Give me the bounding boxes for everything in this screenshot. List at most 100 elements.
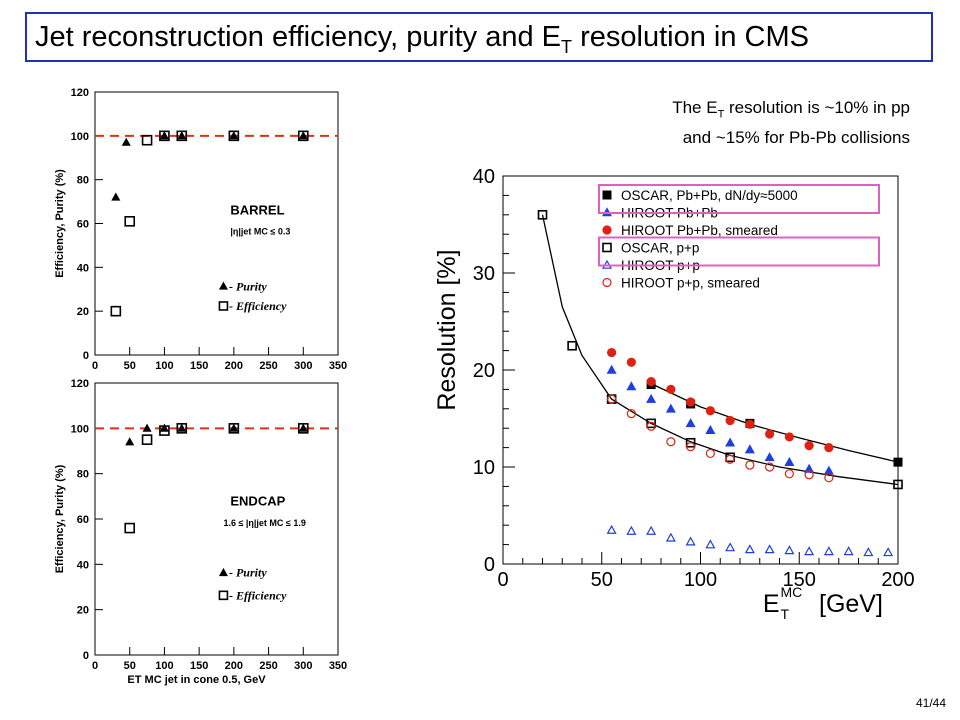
region-cut-label: |η|jet MC ≤ 0.3 <box>230 226 290 236</box>
data-point <box>893 479 903 490</box>
data-point <box>824 443 834 453</box>
data-point <box>685 536 696 546</box>
x-tick-label: 0 <box>92 360 98 372</box>
legend-purity-marker <box>218 567 228 577</box>
y-tick-label: 0 <box>83 650 89 662</box>
x-tick-label: 350 <box>329 660 347 672</box>
data-point <box>725 437 736 447</box>
data-point <box>646 421 656 431</box>
data-point <box>626 381 637 391</box>
legend-purity-marker <box>218 281 228 290</box>
x-axis-label-main: E <box>763 590 780 618</box>
data-point <box>626 357 636 367</box>
x-tick-label: 100 <box>155 660 173 672</box>
x-tick-label: 100 <box>684 569 717 591</box>
data-point <box>784 469 794 479</box>
data-point <box>607 394 617 404</box>
data-point <box>297 423 309 434</box>
x-axis-label: ET MC jet in cone 0.5, GeV <box>127 674 266 686</box>
y-tick-label: 20 <box>77 605 89 617</box>
x-tick-label: 150 <box>190 360 208 372</box>
data-point <box>804 470 814 480</box>
data-point <box>744 444 755 454</box>
y-tick-label: 120 <box>71 378 89 390</box>
x-tick-label: 100 <box>155 360 173 372</box>
x-axis-label-unit: [GeV] <box>819 590 883 618</box>
title-tail-text: resolution in CMS <box>572 21 809 53</box>
data-point <box>666 437 676 447</box>
data-point <box>298 131 308 140</box>
data-point <box>229 423 239 432</box>
y-tick-label: 10 <box>473 457 495 479</box>
data-point <box>111 192 121 201</box>
legend-label: OSCAR, Pb+Pb, dN/dy≈5000 <box>621 188 798 203</box>
data-point <box>725 542 736 552</box>
y-tick-label: 80 <box>77 469 89 481</box>
fit-curve <box>541 214 899 486</box>
legend-efficiency-label: - Efficiency <box>229 299 287 313</box>
data-point <box>646 377 656 387</box>
note-line-2: and ~15% for Pb-Pb collisions <box>682 128 910 148</box>
data-point <box>784 545 795 555</box>
y-tick-label: 0 <box>484 554 495 576</box>
y-tick-label: 120 <box>71 87 89 99</box>
y-tick-label: 40 <box>473 166 495 188</box>
legend-label: HIROOT Pb+Pb, smeared <box>621 223 778 238</box>
data-point <box>646 393 657 403</box>
x-tick-label: 200 <box>225 360 243 372</box>
y-tick-label: 60 <box>77 219 89 231</box>
legend-marker <box>602 277 612 288</box>
data-point <box>567 340 577 351</box>
x-tick-label: 0 <box>497 569 508 591</box>
data-point <box>686 397 696 407</box>
y-tick-label: 40 <box>77 559 89 571</box>
legend-label: OSCAR, p+p <box>621 241 699 256</box>
data-point <box>537 209 548 220</box>
data-point <box>665 532 676 542</box>
x-tick-label: 50 <box>591 569 613 591</box>
region-label: BARREL <box>230 203 284 218</box>
y-axis-label: Efficiency, Purity (%) <box>54 169 66 278</box>
region-label: ENDCAP <box>230 493 285 508</box>
legend-efficiency-marker <box>218 301 229 311</box>
data-point <box>228 130 240 142</box>
data-point <box>725 454 735 464</box>
legend-efficiency-label: - Efficiency <box>229 588 287 602</box>
data-point <box>121 137 131 146</box>
data-point <box>765 462 775 472</box>
data-point <box>764 452 775 462</box>
y-tick-label: 60 <box>77 514 89 526</box>
legend-purity-label: - Purity <box>229 566 267 580</box>
data-point <box>823 546 834 556</box>
data-point <box>607 347 617 358</box>
y-tick-label: 30 <box>473 263 495 285</box>
x-tick-label: 200 <box>225 660 243 672</box>
data-point <box>784 456 795 466</box>
data-point <box>883 547 894 557</box>
data-point <box>141 134 153 146</box>
data-point <box>823 465 834 475</box>
data-point <box>745 460 755 470</box>
data-point <box>228 423 240 434</box>
legend-label: HIROOT p+p, smeared <box>621 276 760 291</box>
data-point <box>646 418 656 429</box>
data-point <box>893 457 903 467</box>
data-point <box>298 423 308 432</box>
y-tick-label: 40 <box>77 262 89 274</box>
y-tick-label: 100 <box>71 423 89 435</box>
data-point <box>142 423 152 432</box>
note-line-1: The ET resolution is ~10% in pp <box>672 98 910 121</box>
data-point <box>646 525 657 535</box>
data-point <box>159 130 170 142</box>
x-tick-label: 300 <box>294 360 312 372</box>
x-tick-label: 50 <box>124 360 136 372</box>
data-point <box>804 463 815 473</box>
x-tick-label: 250 <box>259 660 277 672</box>
y-axis-label: Efficiency, Purity (%) <box>54 464 66 573</box>
data-point <box>784 432 794 442</box>
x-tick-label: 50 <box>124 660 136 672</box>
y-tick-label: 100 <box>71 131 89 143</box>
data-point <box>110 305 122 317</box>
legend-marker <box>602 225 612 235</box>
data-point <box>686 442 696 452</box>
